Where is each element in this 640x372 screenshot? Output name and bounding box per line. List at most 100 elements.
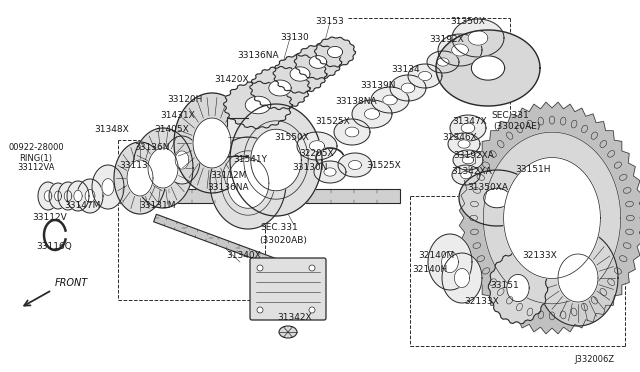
Text: 31541Y: 31541Y (233, 155, 267, 164)
Text: 33113: 33113 (120, 160, 148, 170)
Text: 31525X: 31525X (367, 160, 401, 170)
Text: 31420X: 31420X (214, 76, 250, 84)
Text: 33192X: 33192X (429, 35, 465, 45)
Polygon shape (223, 81, 292, 129)
Polygon shape (269, 80, 291, 96)
Text: 31350X: 31350X (451, 17, 485, 26)
Polygon shape (453, 150, 483, 170)
Text: SEC.331: SEC.331 (491, 110, 529, 119)
Polygon shape (102, 179, 114, 195)
Text: 33131M: 33131M (140, 201, 176, 209)
Polygon shape (437, 58, 449, 66)
Polygon shape (345, 127, 359, 137)
Polygon shape (461, 123, 475, 133)
Text: 31347X: 31347X (452, 118, 488, 126)
Polygon shape (419, 71, 431, 81)
Polygon shape (504, 157, 600, 279)
Text: SEC.331: SEC.331 (260, 224, 298, 232)
Text: FRONT: FRONT (55, 278, 88, 288)
Polygon shape (92, 165, 124, 209)
Polygon shape (297, 132, 337, 160)
Text: RING(1): RING(1) (19, 154, 52, 163)
Text: 31346X: 31346X (443, 134, 477, 142)
Polygon shape (450, 115, 486, 141)
Text: 33130N: 33130N (292, 164, 328, 173)
Text: 33134: 33134 (392, 65, 420, 74)
Polygon shape (484, 188, 510, 208)
Polygon shape (315, 37, 355, 67)
Polygon shape (438, 34, 482, 66)
FancyBboxPatch shape (250, 258, 326, 320)
Polygon shape (309, 55, 327, 68)
Polygon shape (328, 46, 342, 58)
Text: 33151: 33151 (491, 280, 520, 289)
Text: 31342X: 31342X (278, 314, 312, 323)
Polygon shape (114, 142, 166, 214)
Polygon shape (77, 179, 103, 213)
Text: 32140H: 32140H (412, 266, 447, 275)
Text: 33112V: 33112V (33, 214, 67, 222)
Polygon shape (250, 67, 310, 109)
Polygon shape (174, 93, 250, 193)
FancyBboxPatch shape (227, 117, 249, 157)
Polygon shape (383, 95, 397, 105)
Polygon shape (459, 170, 535, 226)
Polygon shape (85, 190, 95, 202)
Polygon shape (442, 251, 458, 273)
Text: 31340X: 31340X (227, 250, 261, 260)
Polygon shape (324, 168, 336, 176)
Polygon shape (352, 100, 392, 128)
Polygon shape (483, 132, 621, 304)
Text: 33112M: 33112M (210, 170, 246, 180)
Polygon shape (64, 191, 72, 201)
Polygon shape (230, 104, 322, 216)
Ellipse shape (515, 183, 529, 193)
Polygon shape (371, 87, 409, 113)
Polygon shape (428, 234, 472, 290)
Text: 31342XA: 31342XA (452, 167, 492, 176)
Text: 31550X: 31550X (275, 134, 309, 142)
Polygon shape (349, 160, 362, 170)
Polygon shape (460, 102, 640, 334)
Text: 33151H: 33151H (515, 166, 551, 174)
Polygon shape (193, 118, 231, 168)
Text: 33120H: 33120H (167, 96, 203, 105)
Text: (33020AE): (33020AE) (493, 122, 541, 131)
Text: 33138NA: 33138NA (335, 97, 377, 106)
Polygon shape (314, 161, 346, 183)
Polygon shape (44, 191, 52, 201)
Polygon shape (538, 230, 618, 326)
Polygon shape (364, 109, 380, 119)
Text: 33136NA: 33136NA (237, 51, 279, 60)
Polygon shape (401, 83, 415, 93)
Circle shape (257, 265, 263, 271)
Polygon shape (127, 160, 153, 196)
Text: 33116Q: 33116Q (36, 241, 72, 250)
Polygon shape (488, 252, 548, 324)
Polygon shape (452, 44, 468, 56)
Polygon shape (338, 153, 372, 177)
Polygon shape (309, 141, 324, 151)
Text: 32133X: 32133X (465, 298, 499, 307)
Circle shape (309, 307, 315, 313)
Polygon shape (408, 64, 442, 88)
Polygon shape (461, 171, 471, 179)
Text: 32140M: 32140M (418, 251, 454, 260)
Text: 31525X: 31525X (316, 118, 350, 126)
Polygon shape (133, 128, 193, 208)
Text: 32133X: 32133X (523, 251, 557, 260)
Text: 33147M: 33147M (64, 201, 100, 209)
Polygon shape (454, 269, 470, 288)
Text: 31431X: 31431X (161, 110, 195, 119)
Text: 31350XA: 31350XA (467, 183, 509, 192)
Polygon shape (251, 129, 301, 191)
Polygon shape (558, 254, 598, 302)
Polygon shape (154, 214, 291, 272)
Polygon shape (462, 156, 474, 164)
Polygon shape (468, 31, 488, 45)
Text: (33020AB): (33020AB) (259, 235, 307, 244)
Polygon shape (390, 75, 426, 101)
Text: 32205X: 32205X (300, 148, 334, 157)
Polygon shape (442, 253, 482, 303)
Text: 33136NA: 33136NA (207, 183, 249, 192)
